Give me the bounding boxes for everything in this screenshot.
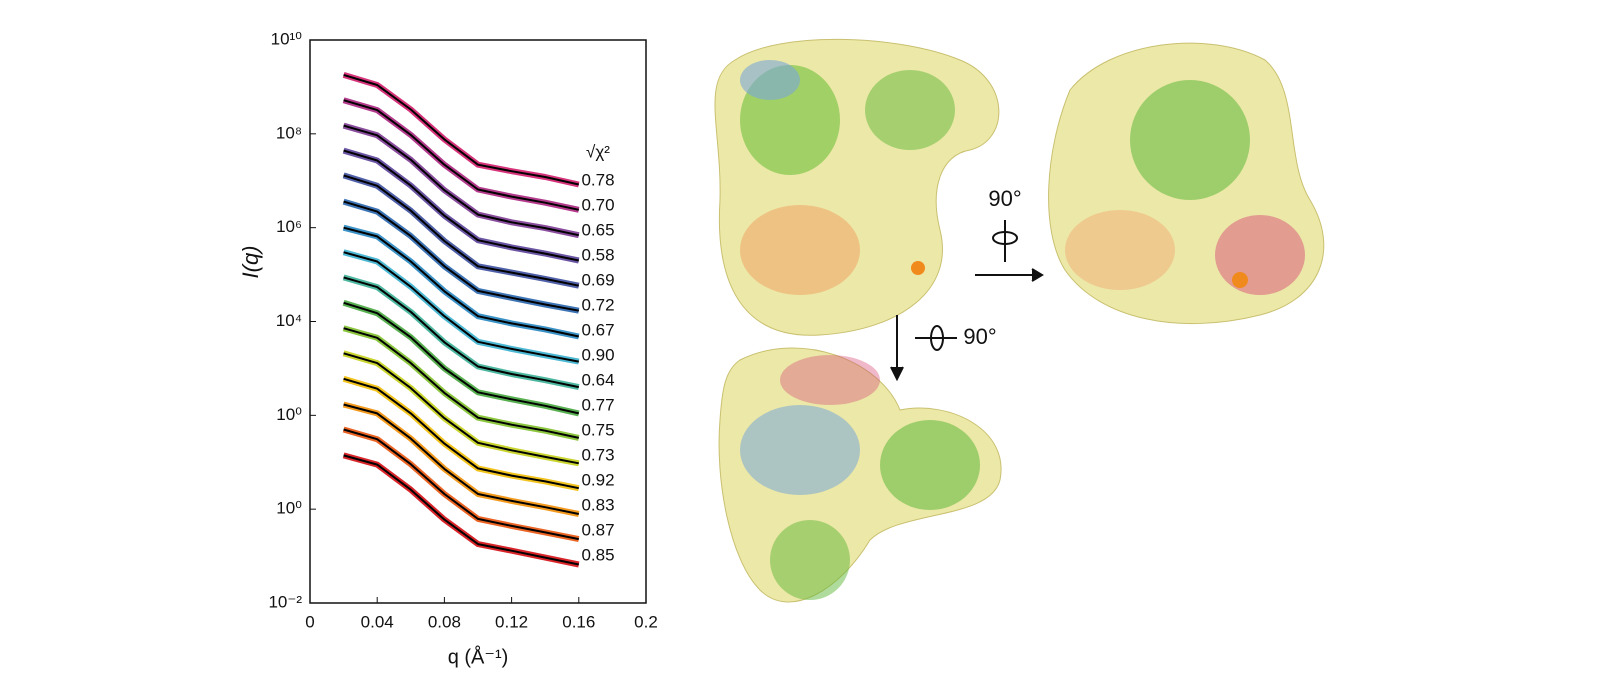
data-curve <box>342 72 580 188</box>
chi-label: 0.90 <box>581 345 614 364</box>
chi-label: 0.78 <box>581 170 614 189</box>
y-tick-label: 10⁻² <box>268 592 302 611</box>
chi-label: 0.65 <box>581 220 614 239</box>
fit-curve <box>343 149 580 262</box>
x-tick-label: 0.2 <box>634 612 658 631</box>
fit-curve <box>343 276 580 389</box>
fit-curve <box>343 377 579 490</box>
chi-label: 0.83 <box>581 495 614 514</box>
chi-label: 0.75 <box>581 420 614 439</box>
chi-label: 0.58 <box>581 245 614 264</box>
fit-curve <box>343 251 579 363</box>
chi-label: 0.70 <box>581 195 614 214</box>
rotation-label: 90° <box>963 324 996 349</box>
y-tick-label: 10⁴ <box>276 311 302 330</box>
fit-curve <box>343 226 580 338</box>
y-axis-label: I(q) <box>238 246 263 279</box>
x-tick-label: 0.12 <box>495 612 528 631</box>
chi-label: 0.77 <box>581 395 614 414</box>
legend-title: √χ² <box>586 142 610 161</box>
rotation-arrows <box>890 220 1044 382</box>
chi-label: 0.72 <box>581 295 614 314</box>
fit-curve <box>343 73 580 186</box>
molecule-view-1 <box>714 38 1000 336</box>
x-tick-label: 0.08 <box>428 612 461 631</box>
y-tick-label: 10⁰ <box>276 499 302 518</box>
chi-label: 0.69 <box>581 270 614 289</box>
y-tick-label: 10⁰ <box>276 405 302 424</box>
rotation-label: 90° <box>988 186 1021 211</box>
fit-curve <box>343 352 579 465</box>
molecule-view-2 <box>1048 42 1325 325</box>
chi-label: 0.64 <box>581 370 614 389</box>
chi-label: 0.85 <box>581 545 614 564</box>
y-tick-label: 10⁶ <box>276 217 302 236</box>
fit-curve <box>343 428 579 541</box>
chi-label: 0.87 <box>581 520 614 539</box>
molecule-view-3 <box>718 347 1002 603</box>
x-tick-label: 0.04 <box>361 612 394 631</box>
fit-curve <box>343 327 580 439</box>
y-tick-label: 10⁸ <box>276 123 302 142</box>
fit-curve <box>343 200 579 312</box>
y-tick-label: 10¹⁰ <box>271 29 303 48</box>
x-tick-label: 0 <box>305 612 314 631</box>
fit-curve <box>343 454 580 566</box>
fit-curve <box>343 301 580 415</box>
fit-curve <box>343 403 579 515</box>
fit-curve <box>343 174 579 287</box>
fit-curve <box>343 99 580 211</box>
data-curve <box>342 299 580 417</box>
fit-curve <box>343 124 580 237</box>
chi-label: 0.92 <box>581 470 614 489</box>
chi-label: 0.73 <box>581 445 614 464</box>
x-axis-label: q (Å⁻¹) <box>448 645 509 668</box>
chi-label: 0.67 <box>581 320 614 339</box>
x-tick-label: 0.16 <box>562 612 595 631</box>
